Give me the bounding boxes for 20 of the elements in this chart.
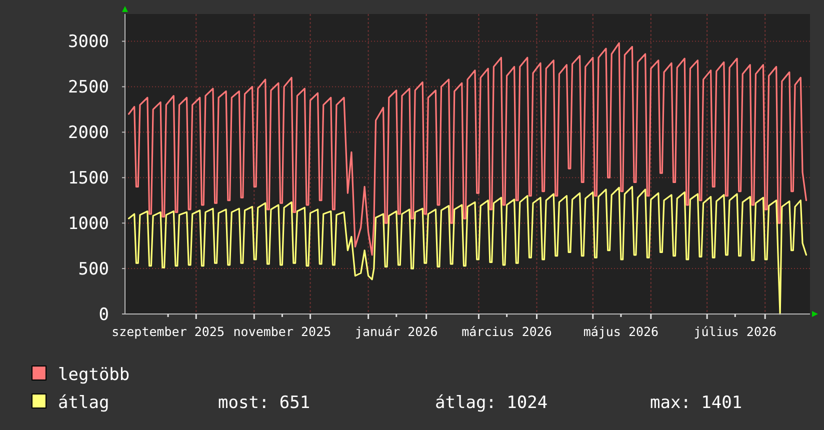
text: átlag: 1024 xyxy=(435,392,548,413)
line-series xyxy=(128,186,808,315)
x-tick-label: május 2026 xyxy=(583,324,659,339)
y-tick-label: 0 xyxy=(98,304,109,325)
line-series xyxy=(128,42,808,256)
y-tick-label: 500 xyxy=(78,259,109,280)
text: max: 1401 xyxy=(650,392,742,413)
legend-label: átlag xyxy=(58,392,110,413)
x-tick-label: március 2026 xyxy=(462,324,552,339)
y-tick-label: 2000 xyxy=(68,123,109,144)
y-tick-label: 2500 xyxy=(68,78,109,98)
y-tick-label: 3000 xyxy=(68,32,109,52)
text: most: 651 xyxy=(218,392,310,413)
x-tick-label: szeptember 2025 xyxy=(112,324,224,339)
y-tick-label: 1000 xyxy=(68,214,109,234)
legend-label: legtöbb xyxy=(58,364,130,385)
x-tick-label: november 2025 xyxy=(233,324,332,339)
x-tick-label: július 2026 xyxy=(694,324,777,339)
y-tick-label: 1500 xyxy=(68,168,109,189)
x-tick-label: január 2026 xyxy=(354,324,438,339)
